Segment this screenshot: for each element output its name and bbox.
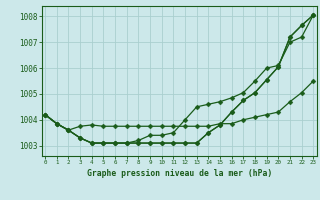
X-axis label: Graphe pression niveau de la mer (hPa): Graphe pression niveau de la mer (hPa) <box>87 169 272 178</box>
